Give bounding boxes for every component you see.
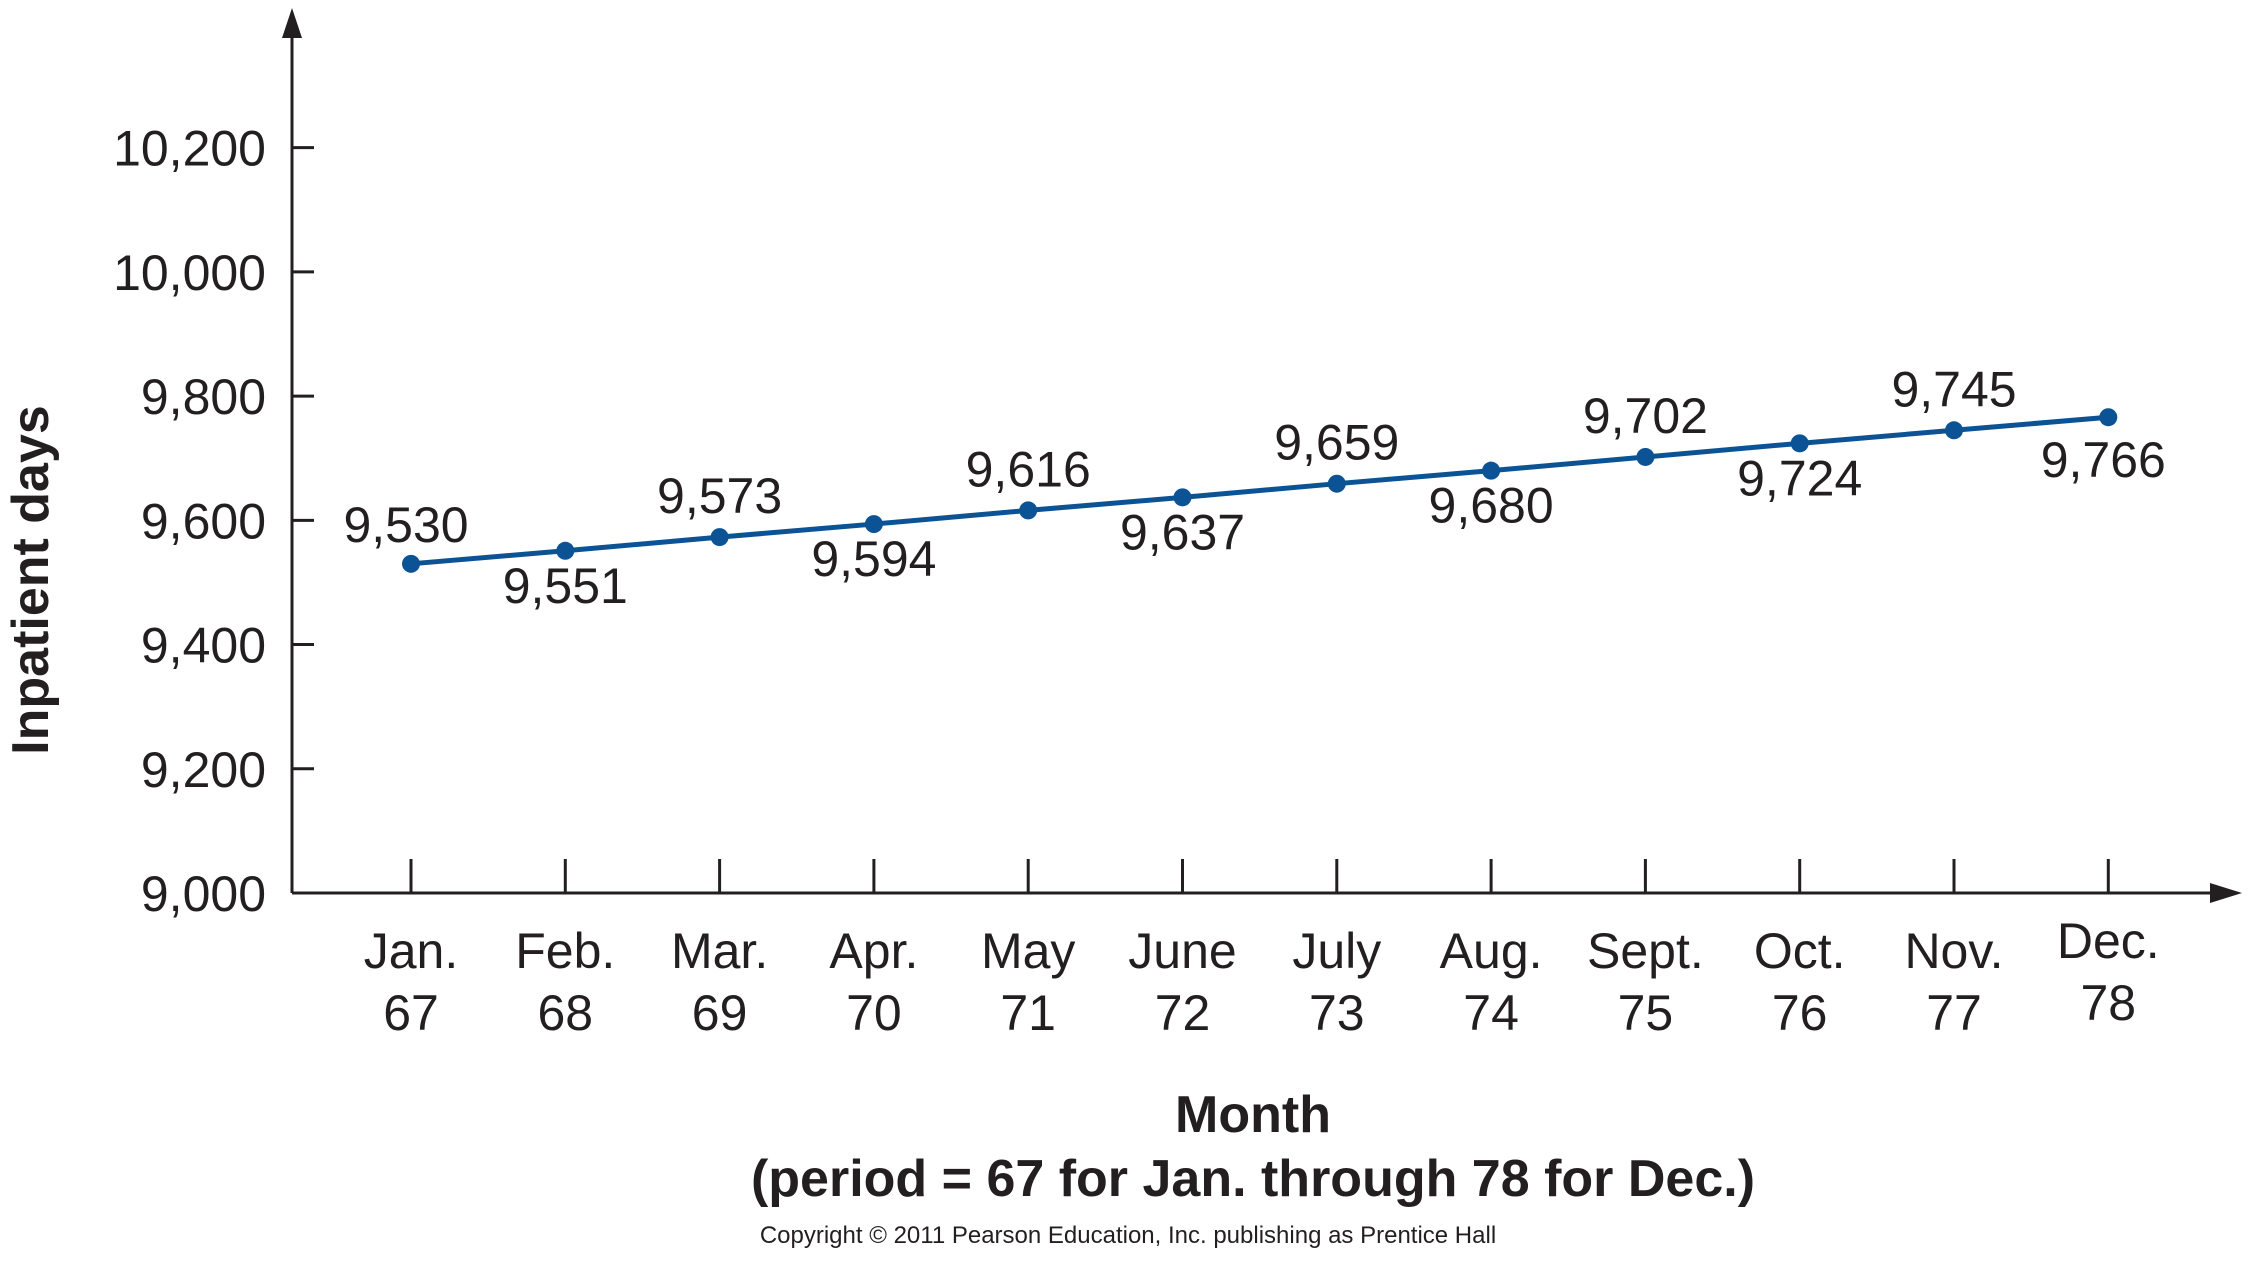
x-tick-label-month: July	[1292, 923, 1381, 979]
data-label: 9,573	[657, 468, 782, 524]
copyright-notice: Copyright © 2011 Pearson Education, Inc.…	[760, 1222, 1496, 1249]
data-point	[710, 528, 729, 547]
x-tick-label-month: Aug.	[1440, 923, 1543, 979]
data-label: 9,724	[1737, 450, 1862, 506]
y-axis-arrow	[282, 8, 302, 38]
y-tick-label: 10,200	[113, 121, 266, 177]
data-point	[1173, 488, 1192, 507]
series-inpatient-days	[402, 408, 2118, 573]
x-tick-label-period: 68	[537, 985, 593, 1041]
x-tick-label-period: 73	[1309, 985, 1365, 1041]
y-tick-label: 9,000	[141, 866, 266, 922]
x-tick-label-period: 76	[1772, 985, 1828, 1041]
data-label: 9,745	[1891, 361, 2016, 417]
y-tick-label: 9,200	[141, 742, 266, 798]
data-labels: 9,530 9,551 9,573 9,594 9,616 9,637 9,659 9,680…	[343, 361, 2165, 613]
x-axis-arrow	[2210, 883, 2242, 903]
x-tick-label-period: 71	[1000, 985, 1056, 1041]
x-axis-title: Month	[1175, 1086, 1331, 1144]
x-tick-label-period: 70	[846, 985, 902, 1041]
x-axis: Jan. 67 Feb. 68 Mar. 69 Apr. 70 May 71 June 72 July 7…	[292, 859, 2242, 1041]
data-label: 9,551	[503, 558, 628, 614]
y-axis: 9,000 9,200 9,400 9,600 9,800 10,000 10,200	[113, 8, 314, 922]
data-point	[402, 554, 420, 573]
data-label: 9,659	[1274, 415, 1399, 471]
x-tick-label-period: 77	[1926, 985, 1982, 1041]
x-axis-subtitle: (period = 67 for Jan. through 78 for Dec…	[751, 1150, 1755, 1208]
data-label: 9,766	[2041, 432, 2166, 488]
x-tick-label-period: 69	[692, 985, 748, 1041]
x-tick-label-month: Mar.	[671, 923, 768, 979]
x-tick-label-period: 78	[2080, 975, 2136, 1031]
data-point	[864, 515, 883, 534]
data-label: 9,637	[1120, 504, 1245, 560]
x-tick-label-period: 72	[1155, 985, 1211, 1041]
y-tick-label: 9,600	[141, 493, 266, 549]
data-point	[1636, 447, 1655, 466]
x-tick-label-month: Sept.	[1587, 923, 1704, 979]
x-tick-label-month: May	[981, 923, 1075, 979]
x-tick-label-period: 75	[1618, 985, 1674, 1041]
y-axis-title: Inpatient days	[2, 405, 60, 755]
series-line	[410, 414, 2109, 567]
data-point	[2099, 408, 2118, 427]
x-tick-label-month: Dec.	[2057, 913, 2160, 969]
y-tick-label: 10,000	[113, 245, 266, 301]
x-tick-label-month: June	[1128, 923, 1236, 979]
data-point	[556, 541, 575, 560]
x-tick-label-period: 67	[383, 985, 439, 1041]
x-tick-label-month: Jan.	[364, 923, 459, 979]
data-label: 9,680	[1429, 478, 1554, 534]
data-point	[1327, 474, 1346, 493]
data-label: 9,530	[343, 497, 468, 553]
data-label: 9,594	[811, 531, 936, 587]
data-label: 9,616	[966, 441, 1091, 497]
data-point	[1482, 461, 1501, 480]
y-tick-label: 9,400	[141, 618, 266, 674]
data-point	[1790, 434, 1809, 453]
data-point	[1945, 421, 1963, 440]
x-tick-label-month: Apr.	[829, 923, 918, 979]
x-tick-label-period: 74	[1463, 985, 1519, 1041]
data-label: 9,702	[1583, 388, 1708, 444]
data-point	[1019, 501, 1038, 520]
x-tick-label-month: Oct.	[1754, 923, 1846, 979]
y-tick-label: 9,800	[141, 369, 266, 425]
x-tick-label-month: Nov.	[1904, 923, 2003, 979]
x-tick-label-month: Feb.	[515, 923, 615, 979]
